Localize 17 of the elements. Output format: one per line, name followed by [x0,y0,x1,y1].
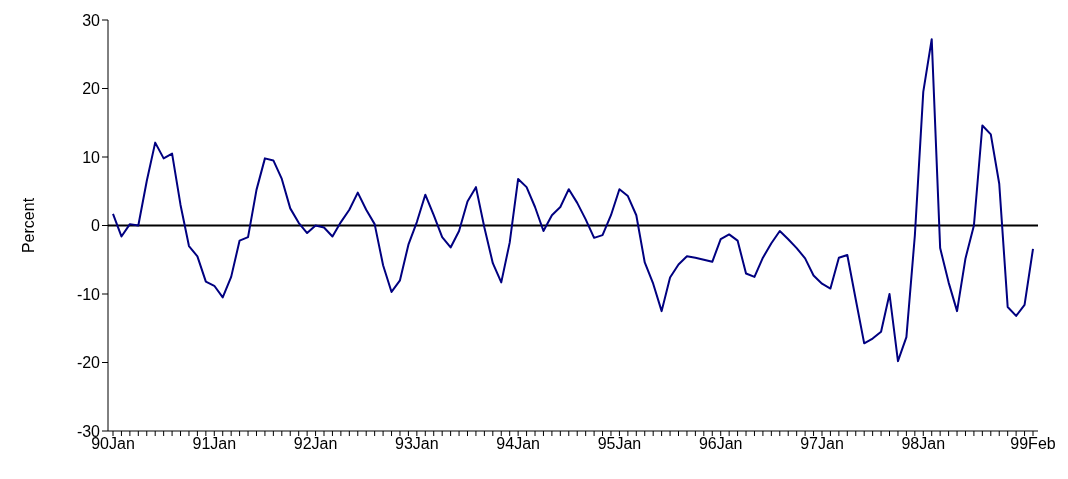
y-axis-title: Percent [19,197,37,254]
line-series [112,38,1034,363]
x-tick-label: 95Jan [597,435,642,453]
y-tick-label: 30 [82,11,101,29]
y-tick-label: 10 [82,148,101,166]
x-tick-label: 94Jan [496,435,540,453]
x-tick-label: 99Feb [1010,435,1056,453]
y-tick-label: -20 [76,354,101,372]
x-tick-label: 97Jan [800,435,844,453]
y-tick-label: -10 [76,285,101,303]
x-tick-label: 98Jan [901,435,946,453]
x-tick-label: 96Jan [698,435,743,453]
x-tick-label: 93Jan [395,435,439,453]
y-tick-label: 20 [82,80,101,98]
y-tick-label: 0 [91,217,101,235]
x-tick-label: 91Jan [192,435,237,453]
x-tick-label: 92Jan [293,435,338,453]
